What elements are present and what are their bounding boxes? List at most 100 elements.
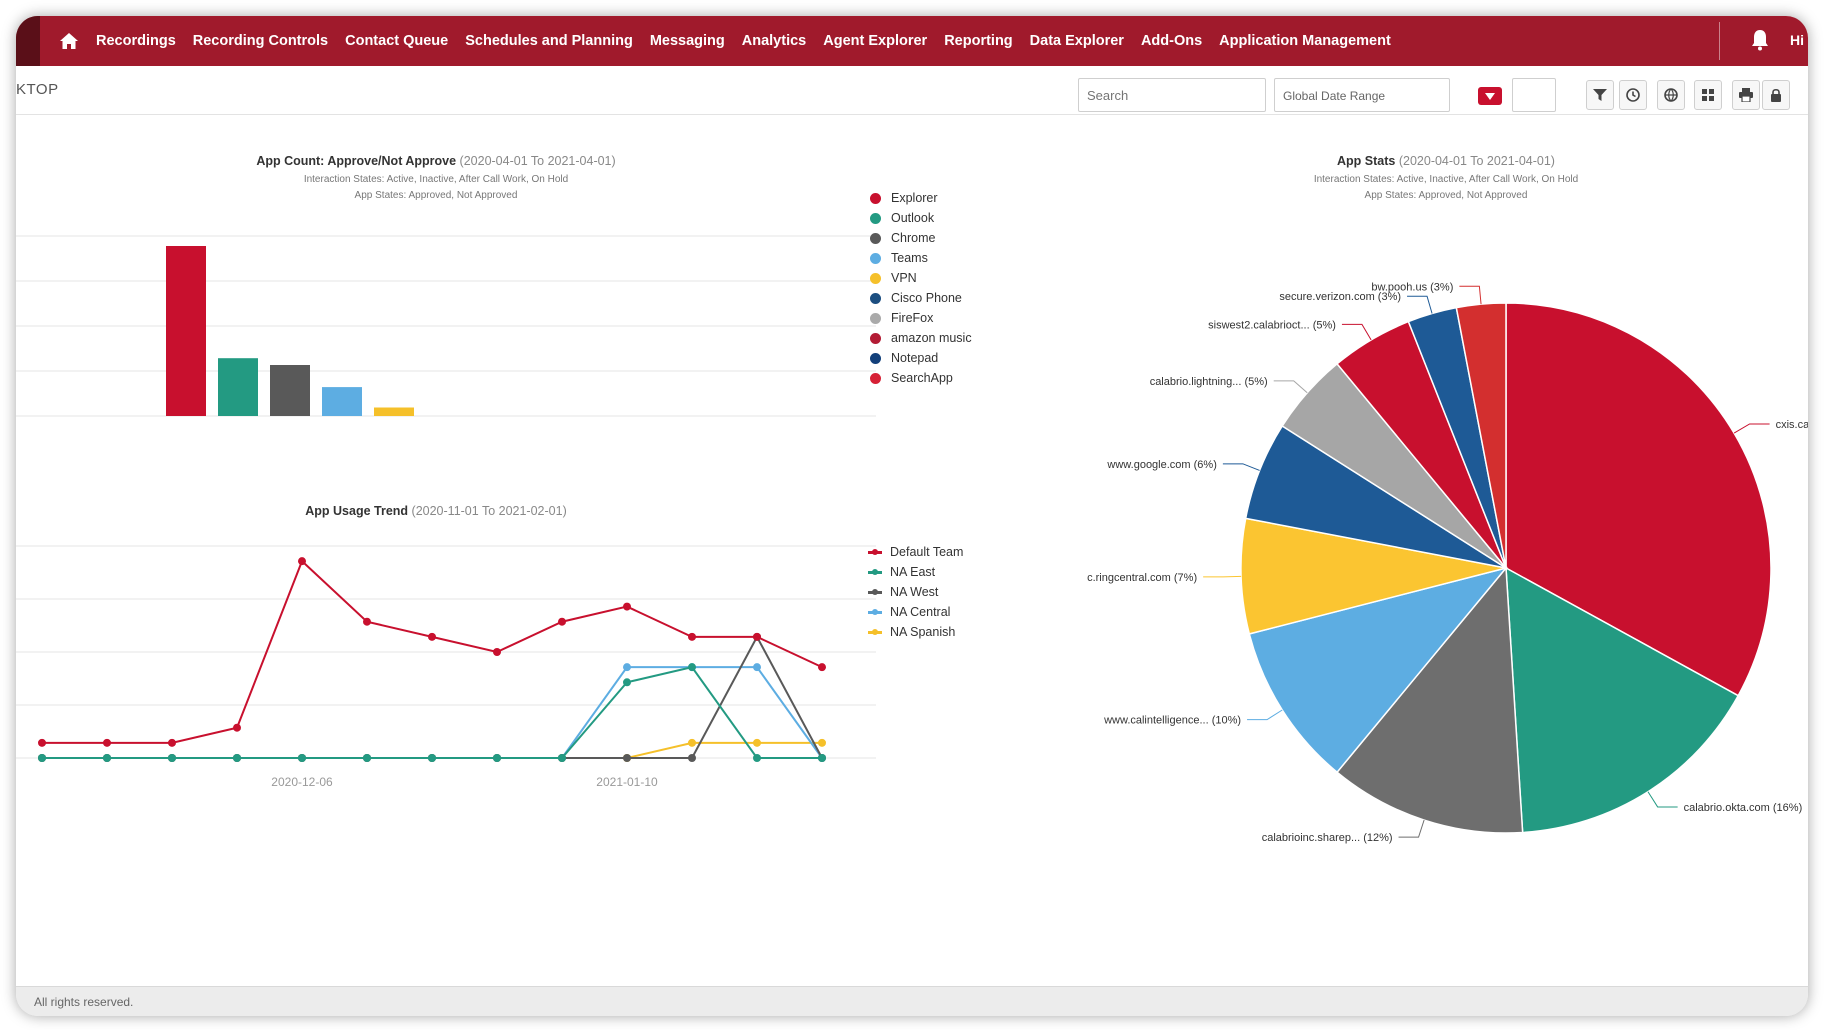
legend-item-na-central[interactable]: NA Central [868,602,963,622]
date-range-dropdown-button[interactable] [1478,87,1502,105]
legend-item-outlook[interactable]: Outlook [870,208,972,228]
legend-label: Chrome [891,231,936,245]
point-na-spanish-10[interactable] [688,738,696,747]
pie-label-cxis-ca: cxis.ca [1776,419,1808,431]
line-chart-title-text: App Usage Trend [305,504,409,518]
point-na-east-2[interactable] [168,754,176,762]
pie-label-bw-pooh-us-3: bw.pooh.us (3%) [1371,281,1453,293]
pie-leader-line [1247,709,1283,721]
nav-add-ons[interactable]: Add-Ons [1140,33,1203,49]
point-default-team-0[interactable] [38,738,46,747]
point-na-east-9[interactable] [623,678,631,687]
point-default-team-5[interactable] [363,617,371,626]
point-default-team-6[interactable] [428,632,436,641]
pie-slice-cxis-ca[interactable] [1505,302,1772,697]
grid-icon[interactable] [1694,80,1722,110]
point-na-east-10[interactable] [688,663,696,672]
user-greeting[interactable]: Hi [1790,32,1804,48]
pie-slice-calabrioinc-sharep-12[interactable] [1336,566,1524,834]
point-na-spanish-12[interactable] [818,738,826,747]
bar-outlook[interactable] [218,358,258,416]
legend-marker [870,332,881,344]
point-na-east-5[interactable] [363,754,371,762]
legend-item-searchapp[interactable]: SearchApp [870,368,972,388]
point-default-team-2[interactable] [168,738,176,747]
legend-item-amazon-music[interactable]: amazon music [870,328,972,348]
point-na-west-10[interactable] [688,754,696,762]
legend-item-na-west[interactable]: NA West [868,582,963,602]
legend-marker [870,272,881,284]
legend-item-firefox[interactable]: FireFox [870,308,972,328]
app-window: Recordings Recording Controls Contact Qu… [16,16,1808,1016]
pie-chart-subtitle-states: Interaction States: Active, Inactive, Af… [1313,174,1579,185]
legend-item-default-team[interactable]: Default Team [868,542,963,562]
legend-item-explorer[interactable]: Explorer [870,188,972,208]
legend-item-na-spanish[interactable]: NA Spanish [868,622,963,642]
point-default-team-4[interactable] [298,557,306,566]
globe-icon[interactable] [1657,80,1685,110]
pie-slice-c-ringcentral-com-7[interactable] [1240,517,1507,635]
legend-item-teams[interactable]: Teams [870,248,972,268]
nav-recording-controls[interactable]: Recording Controls [192,33,329,49]
print-icon[interactable] [1732,80,1760,110]
point-default-team-9[interactable] [623,602,631,611]
point-na-east-8[interactable] [558,754,566,762]
pie-slice-bw-pooh-us-3[interactable] [1455,302,1507,569]
point-na-central-9[interactable] [623,663,631,672]
point-na-east-7[interactable] [493,754,501,762]
clock-icon[interactable] [1619,80,1647,110]
nav-agent-explorer[interactable]: Agent Explorer [823,33,928,49]
point-default-team-12[interactable] [818,663,826,672]
nav-contact-queue[interactable]: Contact Queue [345,33,449,49]
nav-data-explorer[interactable]: Data Explorer [1029,33,1124,49]
pie-slice-www-calintelligence-10[interactable] [1248,566,1509,774]
bar-vpn[interactable] [374,407,414,417]
legend-item-chrome[interactable]: Chrome [870,228,972,248]
point-na-east-3[interactable] [233,754,241,762]
point-default-team-7[interactable] [493,648,501,656]
nav-schedules-and-planning[interactable]: Schedules and Planning [465,33,633,49]
bar-explorer[interactable] [166,246,206,416]
bell-icon[interactable] [1751,29,1769,56]
nav-reporting[interactable]: Reporting [944,33,1013,49]
point-na-west-9[interactable] [623,754,631,762]
point-default-team-8[interactable] [558,617,566,626]
legend-item-na-east[interactable]: NA East [868,562,963,582]
nav-application-management[interactable]: Application Management [1219,33,1391,49]
legend-item-vpn[interactable]: VPN [870,268,972,288]
bar-chart-title-text: App Count: Approve/Not Approve [256,154,457,168]
bar-teams[interactable] [322,387,362,416]
point-na-east-0[interactable] [38,754,46,762]
pie-leader-line [1222,463,1260,471]
point-na-east-1[interactable] [103,754,111,762]
point-default-team-1[interactable] [103,738,111,747]
point-na-east-4[interactable] [298,754,306,762]
home-icon[interactable] [52,16,86,66]
legend-item-notepad[interactable]: Notepad [870,348,972,368]
nav-analytics[interactable]: Analytics [741,33,807,49]
point-na-east-11[interactable] [753,754,761,762]
point-default-team-10[interactable] [688,632,696,641]
point-na-east-12[interactable] [818,754,826,762]
bar-chrome[interactable] [270,365,310,416]
date-range-select[interactable]: Global Date Range [1274,78,1450,112]
legend-label: Default Team [890,545,964,559]
point-default-team-11[interactable] [753,632,761,641]
series-line-na-west [42,634,823,759]
point-default-team-3[interactable] [233,723,241,732]
point-na-east-6[interactable] [428,754,436,762]
legend-item-cisco-phone[interactable]: Cisco Phone [870,288,972,308]
point-na-spanish-11[interactable] [753,738,761,747]
pie-slice-calabrio-okta-com-16[interactable] [1505,566,1740,834]
x-tick-label: 2021-01-10 [596,775,658,789]
point-na-central-11[interactable] [753,663,761,672]
nav-recordings[interactable]: Recordings [96,33,176,49]
nav-messaging[interactable]: Messaging [649,33,725,49]
bar-chart-subtitle-app-states: App States: Approved, Not Approved [354,190,518,201]
sub-toolbar: KTOP Global Date Range [16,66,1808,115]
filter-icon[interactable] [1586,80,1614,110]
secondary-input[interactable] [1512,78,1556,112]
search-input[interactable] [1078,78,1266,112]
pie-leader-line [1398,819,1425,838]
lock-icon[interactable] [1762,80,1790,110]
